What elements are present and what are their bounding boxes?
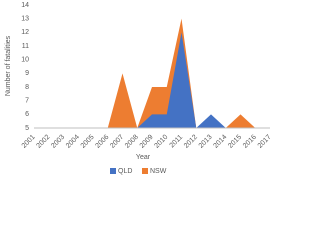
x-tick-label: 2012 [183,134,199,150]
x-tick-label: 2017 [257,134,273,150]
x-tick-label: 2015 [227,134,243,150]
y-tick-label: 9 [25,70,29,77]
y-tick-label: 10 [21,57,29,64]
x-tick-label: 2014 [213,134,229,150]
y-tick-label: 8 [25,84,29,91]
y-tick-label: 5 [25,125,29,132]
x-tick-label: 2008 [124,134,140,150]
y-tick-label: 12 [21,29,29,36]
y-axis-title: Number of fatalities [5,35,12,96]
y-tick-label: 6 [25,111,29,118]
legend-label: NSW [150,168,167,175]
x-tick-label: 2007 [109,134,125,150]
x-tick-label: 2013 [198,134,214,150]
y-tick-label: 7 [25,98,29,105]
y-tick-label: 14 [21,2,29,9]
x-tick-label: 2004 [65,134,81,150]
x-tick-label: 2011 [169,134,185,150]
legend-swatch [110,168,116,174]
x-tick-label: 2003 [50,134,66,150]
legend-swatch [142,168,148,174]
legend-label: QLD [118,168,132,175]
x-tick-label: 2006 [95,134,111,150]
x-tick-label: 2001 [21,134,37,150]
y-tick-label: 11 [22,43,29,50]
x-tick-label: 2005 [80,134,96,150]
area [34,18,270,129]
x-tick-label: 2016 [242,134,258,150]
chart: Year Number of fatalities 5 6 7 8 9 10 11 12 13 1… [5,2,273,175]
x-tick-label: 2009 [139,134,155,150]
y-tick-label: 13 [21,16,29,23]
x-axis-title: Year [136,154,151,161]
x-tick-label: 2002 [36,134,52,150]
x-tick-label: 2010 [154,134,170,150]
